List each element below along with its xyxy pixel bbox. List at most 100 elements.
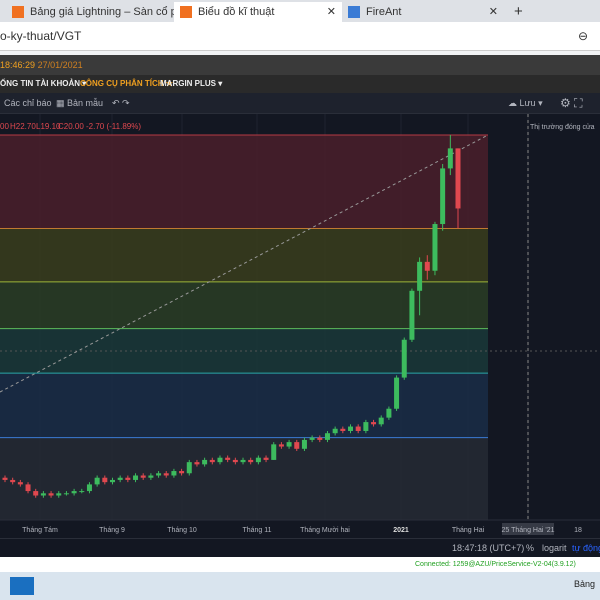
candle-body — [263, 457, 269, 460]
address-bar[interactable]: o-ky-thuat/VGT ⊖ — [0, 22, 600, 51]
candle-body — [40, 493, 46, 496]
settings-button[interactable]: ⚙ ⛶ — [560, 96, 583, 110]
percent-toggle[interactable]: % — [526, 543, 535, 553]
fib-band — [0, 228, 488, 282]
candle-body — [163, 473, 169, 476]
tab[interactable]: FireAnt ✕ — [344, 2, 504, 22]
candle-body — [209, 459, 215, 463]
candle-body — [401, 339, 407, 378]
candle-body — [63, 493, 69, 495]
menu-item[interactable]: MARGIN PLUS ▾ — [160, 79, 223, 88]
indicators-button[interactable]: Các chỉ báo — [4, 98, 52, 108]
candle-body — [225, 457, 231, 460]
candle-body — [33, 491, 39, 496]
fib-band — [0, 328, 488, 374]
candle-body — [355, 426, 361, 431]
x-tick-label: Tháng Hai — [452, 527, 485, 534]
candle-body — [332, 428, 338, 434]
candle-body — [194, 462, 200, 465]
taskbar-item[interactable]: Bảng — [574, 579, 596, 589]
ohlc-label: C20.00 — [58, 122, 84, 131]
templates-button[interactable]: ▦ Bản mẫu — [56, 98, 104, 108]
taskbar: Bảng — [0, 572, 600, 600]
candle-body — [56, 493, 62, 496]
candle-body — [232, 459, 238, 463]
chart-time: 18:47:18 (UTC+7) — [452, 543, 525, 553]
ohlc-label: L19.10 — [36, 122, 61, 131]
chart-toolbar: Các chỉ báo ▦ Bản mẫu ↶ ↷ ☁ Lưu ▾ ⚙ ⛶ — [0, 93, 600, 114]
candle-body — [394, 377, 400, 409]
candle-body — [156, 473, 162, 476]
candle-body — [71, 491, 77, 494]
candle-body — [348, 426, 354, 431]
candle-body — [324, 433, 330, 440]
candle-body — [432, 224, 438, 271]
candle-body — [409, 290, 415, 340]
candle-body — [109, 479, 115, 483]
candle-body — [148, 475, 154, 478]
candle-body — [102, 477, 108, 483]
x-tick-label: Tháng Tám — [22, 527, 58, 534]
candle-body — [378, 417, 384, 425]
candle-body — [340, 428, 346, 431]
mail-icon[interactable] — [10, 577, 34, 595]
date: 27/01/2021 — [37, 60, 83, 70]
time: 18:46:29 — [0, 60, 36, 70]
candle-body — [25, 484, 31, 492]
candle-body — [371, 422, 377, 425]
candle-body — [171, 471, 177, 476]
clock-bar: 18:46:29 27/01/2021 — [0, 55, 600, 75]
candle-body — [271, 444, 277, 460]
menu-item[interactable]: CÔNG CỤ PHÂN TÍCH ★ — [80, 79, 173, 88]
candle-body — [294, 442, 300, 449]
candle-body — [133, 475, 139, 480]
candle-body — [94, 477, 100, 485]
candle-body — [48, 493, 54, 496]
candle-body — [301, 439, 307, 449]
candle-body — [117, 477, 123, 480]
menu-bar: ỐNG TIN TÀI KHOẢN ▾ CÔNG CỤ PHÂN TÍCH ★ … — [0, 75, 600, 93]
tab[interactable]: Bảng giá Lightning – Sàn cổ p — [0, 2, 177, 22]
candle-body — [17, 482, 23, 485]
x-tick-label: Tháng 10 — [167, 527, 197, 534]
new-tab[interactable]: + — [514, 3, 523, 20]
x-tick-label: 2021 — [393, 527, 409, 534]
zoom-icon[interactable]: ⊖ — [577, 29, 588, 43]
log-toggle[interactable]: logarit — [542, 543, 567, 553]
market-note: Thị trường đóng cửa — [530, 123, 595, 131]
candle-body — [186, 462, 192, 474]
candle-body — [424, 261, 430, 271]
candle-body — [255, 457, 261, 463]
x-tick-label: Tháng Mười hai — [300, 527, 350, 534]
fib-band — [0, 437, 488, 520]
candle-body — [179, 471, 185, 474]
candle-body — [455, 148, 461, 209]
status-bar: Connected: 1259@AZU/PriceService-V2-04(3… — [0, 557, 600, 572]
ohlc-label: H22.70 — [10, 122, 36, 131]
undo-button[interactable]: ↶ ↷ — [112, 98, 130, 108]
auto-toggle[interactable]: tự động — [572, 543, 600, 553]
candle-body — [386, 408, 392, 418]
tab-bar: Bảng giá Lightning – Sàn cổ p Biểu đồ kĩ… — [0, 0, 600, 22]
x-tick-label: 18 — [574, 527, 582, 534]
fib-band — [0, 281, 488, 329]
candle-body — [2, 477, 8, 480]
spacer — [0, 51, 600, 55]
trend-line — [0, 134, 489, 393]
tab[interactable]: Biểu đồ kĩ thuật ✕ — [174, 2, 342, 22]
candle-body — [417, 261, 423, 291]
fib-band — [0, 135, 488, 229]
fib-band — [0, 373, 488, 438]
candle-body — [79, 491, 85, 493]
candle-body — [278, 444, 284, 447]
candle-body — [248, 459, 254, 463]
ohlc-label: -2.70 (-11.89%) — [86, 122, 141, 131]
menu-item[interactable]: ỐNG TIN TÀI KHOẢN ▾ — [0, 79, 87, 88]
candle-body — [202, 459, 208, 465]
candle-body — [10, 479, 16, 483]
save-button[interactable]: ☁ Lưu ▾ — [508, 98, 543, 108]
candle-body — [86, 484, 92, 492]
x-tick-label: Tháng 9 — [99, 527, 125, 534]
candle-body — [140, 475, 146, 478]
